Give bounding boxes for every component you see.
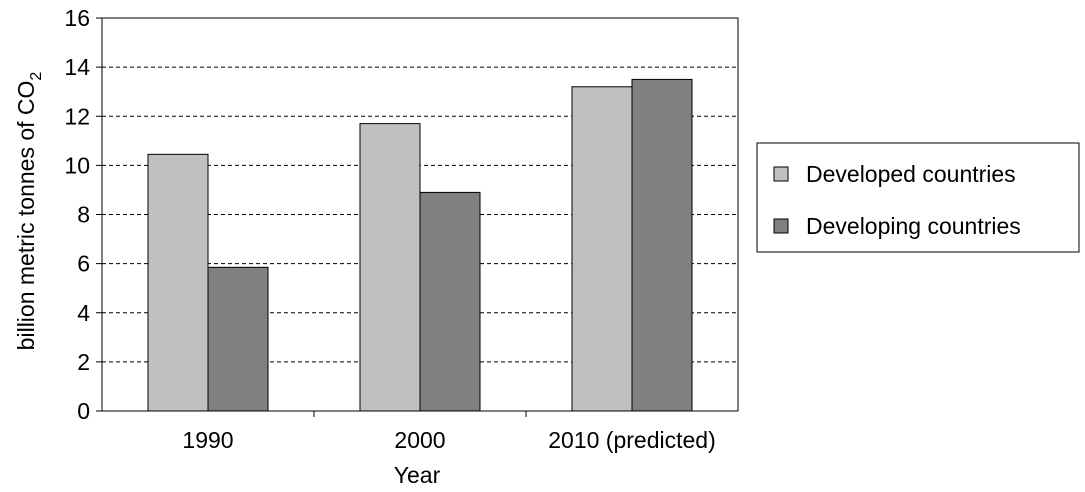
y-tick-label: 8 [77,202,90,228]
y-tick-label: 12 [64,103,90,129]
y-axis-ticks: 0 2 4 6 8 10 12 14 16 [64,5,102,424]
bar-developing-1 [419,191,481,412]
y-tick-label: 4 [77,300,90,326]
legend: Developed countries Developing countries [756,142,1080,253]
bar-developed-2 [571,86,633,412]
y-axis-title-subscript: 2 [28,72,45,81]
y-axis-title: billion metric tonnes of CO2 [13,72,45,351]
x-tick-label: 2010 (predicted) [548,427,716,453]
bar-developed-0 [147,153,209,412]
legend-frame [756,142,1080,253]
y-tick-label: 2 [77,349,90,375]
y-tick-label: 6 [77,251,90,277]
bar-developing-0 [207,266,269,412]
bar-developing-2 [631,78,693,412]
x-axis-ticks: 1990 2000 2010 (predicted) [182,411,716,453]
y-tick-label: 10 [64,152,90,178]
bar-developed-1 [359,123,421,412]
x-tick-label: 2000 [394,427,445,453]
y-tick-label: 16 [64,5,90,31]
legend-label-developed: Developed countries [806,161,1016,187]
x-tick-label: 1990 [182,427,233,453]
legend-swatch-developing [773,218,789,234]
legend-label-developing: Developing countries [806,213,1021,239]
plot-area [101,17,739,412]
legend-swatch-developed [773,166,789,182]
y-tick-label: 14 [64,54,90,80]
y-axis-title-main: billion metric tonnes of CO [13,81,39,351]
y-tick-label: 0 [77,398,90,424]
x-axis-title: Year [394,462,441,488]
